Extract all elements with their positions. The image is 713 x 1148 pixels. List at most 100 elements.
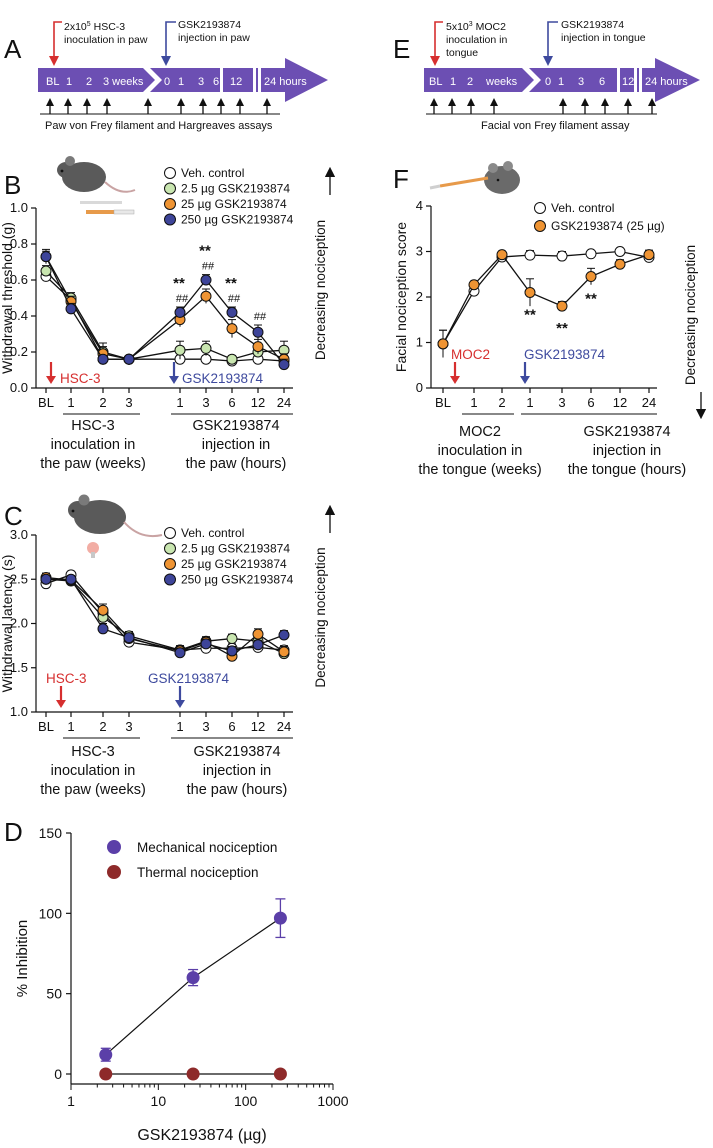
timeline-a-h12: 12 [230,76,242,88]
data-point [614,258,626,270]
x-tick-label: 1000 [317,1093,348,1109]
data-point [174,306,186,318]
data-point [40,251,52,263]
timeline-a-break3 [253,68,256,92]
legend-label: Veh. control [551,201,614,215]
y-tick-label: 3 [416,244,423,259]
y-tick-label: 0.4 [10,308,28,323]
timeline-a-w2: 2 [86,76,92,88]
data-point [278,359,290,371]
x-tick-label: 1 [176,719,183,734]
significance-hash: ## [228,293,241,305]
legend-label: 2.5 µg GSK2193874 [181,182,290,196]
data-point [186,1067,200,1081]
data-point [174,647,186,659]
panel-label-a: A [4,34,22,64]
y-axis-label: Withdrawal threshold (g) [0,222,15,374]
assay-arrowhead [448,98,456,106]
assay-arrowhead [648,98,656,106]
group-label: injection in [202,437,271,453]
significance-star: ** [225,275,237,292]
assay-arrowhead [236,98,244,106]
timeline-e-break4 [639,68,642,92]
assay-arrowhead [64,98,72,106]
y-tick-label: 2.5 [10,571,28,586]
event-arrowhead [56,700,66,708]
x-tick-label: 24 [277,719,291,734]
panel-label-c: C [4,501,23,531]
timeline-a: BL 1 2 3 weeks 0 1 3 6 12 24 hours 2x105… [38,19,328,132]
assay-arrowhead [46,98,54,106]
timeline-e-arrow [424,58,700,102]
event-arrowhead [46,376,56,384]
assay-caption-a: Paw von Frey filament and Hargreaves ass… [45,120,273,132]
data-point [97,623,109,635]
legend-label: Mechanical nociception [137,840,277,855]
assay-arrowhead [144,98,152,106]
assay-arrows-a [46,98,271,114]
x-tick-label: 3 [202,719,209,734]
group-label: MOC2 [459,424,501,440]
inoculation-text-a: 2x105 HSC-3 [64,21,125,33]
x-tick-label: 24 [642,395,656,410]
significance-hash: ## [202,261,215,273]
timeline-a-h24: 24 hours [264,76,307,88]
timeline-e-h0: 0 [545,76,551,88]
data-point [186,971,200,985]
significance-star: ** [524,306,536,323]
y-tick-label: 1.0 [10,704,28,719]
data-point [252,341,264,353]
legend-marker [107,840,121,854]
assay-arrowhead [177,98,185,106]
x-tick-label: 2 [99,719,106,734]
data-point [200,638,212,650]
x-tick-label: 6 [228,719,235,734]
group-label: the paw (weeks) [40,456,146,472]
data-point [524,249,536,261]
x-tick-label: 1 [67,1093,75,1109]
series-line [45,256,285,366]
data-point [200,274,212,286]
x-tick-label: 100 [234,1093,258,1109]
event-label: GSK2193874 [182,371,264,386]
inoculation-text-e: 5x103 MOC2 [446,21,506,33]
event-arrowhead [169,376,179,384]
y-tick-label: 2.0 [10,616,28,631]
significance-hash: ## [176,293,189,305]
timeline-a-h3: 3 [198,76,204,88]
legend-marker [164,198,176,210]
chart-c-withdrawal-latency: 1.0 1.5 2.0 2.5 3.0 Withdrawal latency (s) BL 1… [0,504,336,798]
legend-marker [164,542,176,555]
significance-star: ** [556,320,568,337]
legend-label: Veh. control [181,166,244,180]
x-tick-label: 12 [613,395,627,410]
data-point [437,338,449,350]
event-label: HSC-3 [46,671,87,686]
timeline-e-weeks: weeks [485,76,518,88]
legend-label: GSK2193874 (25 µg) [551,219,665,233]
group-label: the paw (hours) [186,456,287,472]
timeline-e-h1: 1 [558,76,564,88]
timeline-e: BL 1 2 weeks 0 1 3 6 12 24 hours 5x103 M… [424,19,700,132]
data-point [226,633,238,645]
event-arrowhead [175,700,185,708]
chart-d-percent-inhibition: 0 50 100 150 1 10 100 1000 % Inhibition GSK219387… [14,825,349,1144]
data-point [643,249,655,261]
group-label: HSC-3 [71,744,115,760]
panel-label-e: E [393,34,410,64]
legend-label: Veh. control [181,526,244,540]
data-point [468,279,480,291]
event-label: MOC2 [451,347,490,362]
data-point [273,1067,287,1081]
data-point [556,250,568,262]
legend-marker [164,573,176,586]
inoculation-arrow-a [53,21,62,60]
x-tick-label: 3 [125,719,132,734]
legend-marker [164,558,176,570]
assay-caption-e: Facial von Frey filament assay [481,120,630,132]
x-tick-label: 1 [67,395,74,410]
data-point [614,246,626,257]
assay-arrowhead [624,98,632,106]
y-tick-label: 1 [416,335,423,350]
